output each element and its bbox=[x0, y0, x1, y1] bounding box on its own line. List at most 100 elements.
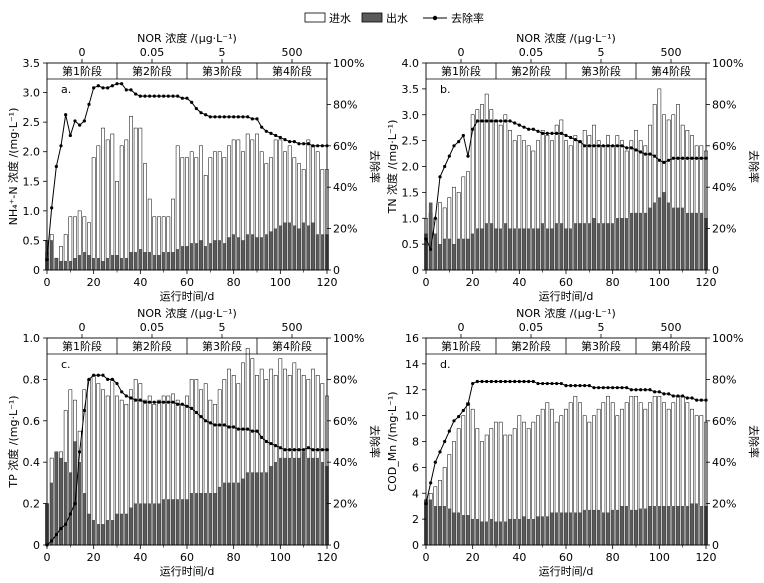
removal-rate-point bbox=[208, 115, 212, 119]
stage-label: 第2阶段 bbox=[132, 64, 172, 78]
effluent-bar bbox=[241, 240, 245, 271]
removal-rate-point bbox=[283, 137, 287, 142]
effluent-bar bbox=[166, 252, 171, 271]
removal-rate-point bbox=[176, 402, 180, 406]
effluent-bar bbox=[517, 228, 522, 271]
top-axis-tick-label: 5 bbox=[219, 321, 226, 334]
removal-rate-point bbox=[629, 146, 633, 150]
y-tick-label: 3.0 bbox=[402, 109, 420, 122]
y2-axis-label: 去除率 bbox=[747, 425, 761, 458]
effluent-bar bbox=[596, 509, 601, 546]
x-axis-label: 运行时间/d bbox=[539, 565, 594, 578]
removal-rate-point bbox=[466, 402, 470, 406]
removal-rate-point bbox=[218, 423, 222, 427]
removal-rate-point bbox=[489, 379, 493, 384]
effluent-bar bbox=[264, 234, 269, 271]
effluent-bar bbox=[676, 207, 680, 271]
effluent-bar bbox=[652, 506, 657, 546]
removal-rate-point bbox=[218, 115, 222, 119]
effluent-bar bbox=[526, 518, 531, 546]
effluent-bar bbox=[255, 237, 259, 271]
effluent-bar bbox=[615, 509, 620, 546]
chart-panel-d: 第1阶段 第2阶段 第3阶段 第4阶段 d. 0 0.05 5 500 NOR 浓度 /(μg·L… bbox=[386, 306, 761, 578]
effluent-bar bbox=[536, 228, 540, 271]
effluent-bar bbox=[554, 223, 559, 271]
removal-rate-point bbox=[699, 156, 703, 160]
influent-bar bbox=[96, 145, 101, 271]
removal-rate-point bbox=[629, 388, 633, 392]
removal-rate-point bbox=[78, 450, 82, 454]
effluent-bar bbox=[629, 509, 634, 546]
removal-rate-point bbox=[690, 156, 694, 160]
effluent-bar bbox=[489, 518, 494, 546]
effluent-bar bbox=[59, 260, 63, 271]
removal-rate-point bbox=[78, 123, 82, 127]
removal-rate-point bbox=[92, 373, 96, 377]
removal-rate-point bbox=[587, 144, 591, 148]
removal-rate-point bbox=[316, 448, 320, 452]
influent-bar bbox=[91, 375, 96, 546]
top-axis-tick-label: 0 bbox=[458, 46, 465, 59]
effluent-bar bbox=[694, 212, 699, 271]
effluent-bar bbox=[124, 258, 129, 271]
removal-rate-point bbox=[601, 386, 605, 390]
effluent-bar bbox=[278, 225, 283, 271]
effluent-bar bbox=[217, 240, 222, 271]
effluent-bar bbox=[133, 252, 138, 271]
removal-rate-point bbox=[485, 379, 489, 384]
effluent-bar bbox=[540, 223, 545, 271]
top-axis-tick-label: 500 bbox=[282, 46, 303, 59]
influent-bar bbox=[124, 139, 129, 271]
x-axis-label: 运行时间/d bbox=[160, 290, 215, 303]
removal-rate-point bbox=[508, 379, 512, 384]
removal-rate-point bbox=[292, 140, 296, 144]
effluent-bar bbox=[311, 457, 315, 546]
x-axis-label: 运行时间/d bbox=[160, 565, 215, 578]
removal-rate-point bbox=[671, 156, 675, 160]
removal-rate-point bbox=[485, 119, 489, 123]
effluent-bar bbox=[461, 238, 466, 271]
removal-rate-point bbox=[531, 379, 535, 384]
effluent-bar bbox=[433, 506, 438, 546]
removal-rate-point bbox=[657, 158, 661, 162]
removal-rate-point bbox=[148, 94, 152, 98]
effluent-bar bbox=[194, 493, 199, 546]
influent-bar bbox=[110, 133, 115, 271]
y2-tick-label: 100% bbox=[333, 57, 364, 70]
removal-rate-point bbox=[667, 392, 671, 396]
removal-rate-point bbox=[213, 115, 217, 119]
removal-rate-point bbox=[64, 113, 68, 117]
effluent-bar bbox=[180, 499, 185, 546]
y-tick-label: 3.5 bbox=[23, 57, 41, 70]
removal-rate-point bbox=[517, 379, 521, 384]
y-tick-label: 2.0 bbox=[402, 161, 420, 174]
removal-rate-point bbox=[260, 125, 264, 129]
removal-rate-point bbox=[138, 398, 142, 402]
removal-rate-point bbox=[447, 429, 451, 433]
x-tick-label: 40 bbox=[133, 276, 147, 289]
x-tick-label: 80 bbox=[227, 551, 241, 564]
panel-label: c. bbox=[61, 358, 71, 371]
removal-rate-point bbox=[292, 448, 296, 452]
effluent-bar bbox=[629, 212, 634, 271]
influent-bar bbox=[133, 127, 138, 271]
effluent-bar bbox=[480, 228, 484, 271]
removal-rate-point bbox=[433, 460, 437, 464]
removal-rate-point bbox=[246, 115, 250, 119]
effluent-bar bbox=[189, 243, 194, 271]
top-axis-tick-label: 0 bbox=[79, 46, 86, 59]
effluent-bar bbox=[63, 260, 68, 271]
removal-rate-point bbox=[250, 117, 254, 121]
y2-axis-label: 去除率 bbox=[747, 150, 761, 183]
removal-rate-point bbox=[232, 425, 236, 429]
influent-bar bbox=[105, 139, 110, 271]
legend-influent-swatch bbox=[304, 12, 326, 23]
effluent-bar bbox=[208, 493, 213, 546]
effluent-bar bbox=[68, 472, 73, 546]
effluent-bar bbox=[236, 237, 241, 271]
removal-rate-point bbox=[311, 448, 315, 452]
removal-rate-point bbox=[73, 119, 77, 123]
removal-rate-point bbox=[429, 247, 433, 251]
effluent-bar bbox=[77, 462, 82, 546]
effluent-bar bbox=[456, 512, 461, 546]
